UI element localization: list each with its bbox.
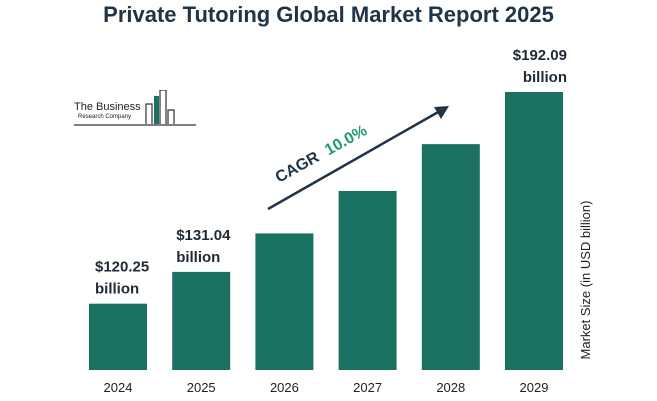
bar-2026 [255,233,314,370]
data-label-unit-2029: billion [523,69,567,86]
logo-line-2: Research Company [78,114,132,120]
x-tick-2024: 2024 [104,380,133,395]
x-tick-2026: 2026 [270,380,299,395]
data-label-unit-2024: billion [95,281,139,298]
arrow-head-icon [434,106,449,119]
data-label-value-2029: $192.09 [513,47,567,64]
x-tick-2027: 2027 [353,380,382,395]
x-tick-2028: 2028 [436,380,465,395]
logo-line-1: The Business [74,101,141,113]
data-label-unit-2025: billion [176,249,220,266]
svg-text:CAGR 10.0%: CAGR 10.0% [273,122,370,186]
data-label-value-2024: $120.25 [95,259,149,276]
bar-2027 [338,190,397,370]
bar-2024 [89,303,147,370]
x-tick-2025: 2025 [187,380,216,395]
x-tick-2029: 2029 [520,380,549,395]
bar-2028 [421,144,480,370]
bar-2029 [505,92,563,370]
chart-title: Private Tutoring Global Market Report 20… [103,2,554,27]
logo-building-icon [74,90,196,126]
y-axis-label: Market Size (in USD billion) [578,201,593,360]
data-label-value-2025: $131.04 [176,227,231,244]
bar-2025 [172,271,231,370]
company-logo: The Business Research Company [74,90,198,130]
